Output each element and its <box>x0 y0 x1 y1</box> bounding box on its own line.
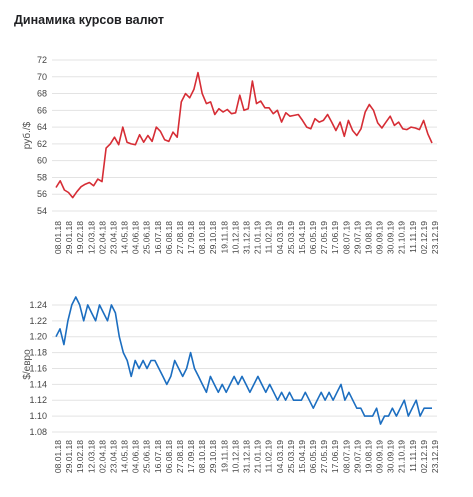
x-tick-label: 11.02.19 <box>264 440 274 473</box>
x-tick-label: 27.08.18 <box>175 440 185 473</box>
y-tick-label: 1.10 <box>29 411 47 421</box>
x-tick-label: 21.01.19 <box>253 221 263 254</box>
x-tick-label: 30.09.19 <box>386 440 396 473</box>
x-tick-label: 08.01.18 <box>53 440 63 473</box>
x-tick-label: 02.12.19 <box>419 440 429 473</box>
x-tick-label: 19.11.18 <box>219 440 229 473</box>
x-tick-label: 14.05.18 <box>120 440 130 473</box>
x-tick-label: 30.09.19 <box>386 221 396 254</box>
x-tick-label: 23.12.19 <box>430 221 440 254</box>
y-tick-label: 64 <box>37 122 47 132</box>
x-tick-label: 06.08.18 <box>164 221 174 254</box>
x-tick-label: 19.02.18 <box>75 221 85 254</box>
x-tick-label: 02.04.18 <box>97 440 107 473</box>
x-tick-label: 12.03.18 <box>86 221 96 254</box>
x-tick-label: 15.04.19 <box>297 221 307 254</box>
x-tick-label: 23.04.18 <box>108 221 118 254</box>
x-tick-label: 21.01.19 <box>253 440 263 473</box>
series-line <box>55 296 432 425</box>
y-tick-label: 1.12 <box>29 395 47 405</box>
y-axis-label: $/евро <box>22 349 33 380</box>
x-tick-label: 04.03.19 <box>275 440 285 473</box>
x-tick-label: 21.10.19 <box>397 440 407 473</box>
page-title: Динамика курсов валют <box>14 13 165 27</box>
x-tick-label: 08.07.19 <box>341 440 351 473</box>
x-tick-label: 25.06.18 <box>142 440 152 473</box>
x-tick-label: 08.10.18 <box>197 221 207 254</box>
x-tick-label: 17.06.19 <box>330 221 340 254</box>
x-tick-label: 04.06.18 <box>131 440 141 473</box>
x-tick-label: 23.12.19 <box>430 440 440 473</box>
x-tick-label: 08.01.18 <box>53 221 63 254</box>
x-tick-label: 10.12.18 <box>230 440 240 473</box>
y-tick-label: 72 <box>37 55 47 65</box>
y-tick-label: 1.20 <box>29 332 47 342</box>
x-tick-label: 11.02.19 <box>264 221 274 254</box>
x-tick-label: 02.12.19 <box>419 221 429 254</box>
x-tick-label: 29.01.18 <box>64 221 74 254</box>
x-tick-label: 21.10.19 <box>397 221 407 254</box>
x-tick-label: 11.11.19 <box>408 440 418 472</box>
x-tick-label: 19.08.19 <box>363 440 373 473</box>
x-tick-label: 04.03.19 <box>275 221 285 254</box>
x-tick-label: 29.01.18 <box>64 440 74 473</box>
x-tick-label: 19.11.18 <box>219 221 229 254</box>
y-tick-label: 68 <box>37 89 47 99</box>
x-tick-label: 06.05.19 <box>308 221 318 254</box>
x-tick-label: 06.05.19 <box>308 440 318 473</box>
x-tick-label: 09.09.19 <box>375 221 385 254</box>
x-tick-label: 29.07.19 <box>352 440 362 473</box>
x-tick-label: 10.12.18 <box>230 221 240 254</box>
x-tick-label: 25.03.19 <box>286 221 296 254</box>
x-tick-label: 27.05.19 <box>319 221 329 254</box>
x-tick-label: 29.10.18 <box>208 221 218 254</box>
x-tick-label: 04.06.18 <box>131 221 141 254</box>
x-tick-label: 25.03.19 <box>286 440 296 473</box>
rub-usd-chart: 54 56 58 60 62 64 66 68 70 72 руб./$ 08.01.18 29.01.… <box>21 55 440 254</box>
y-tick-label: 1.14 <box>29 379 47 389</box>
usd-eur-chart: 1.08 1.10 1.12 1.14 1.16 1.18 1.20 1.22 1.24 $/ев… <box>22 296 440 473</box>
x-tick-label: 08.10.18 <box>197 440 207 473</box>
y-tick-label: 1.08 <box>29 427 47 437</box>
x-tick-label: 17.09.18 <box>186 440 196 473</box>
x-tick-label: 25.06.18 <box>142 221 152 254</box>
x-tick-label: 06.08.18 <box>164 440 174 473</box>
x-tick-label: 19.08.19 <box>363 221 373 254</box>
y-tick-label: 1.16 <box>29 363 47 373</box>
y-tick-label: 1.24 <box>29 300 47 310</box>
y-tick-label: 60 <box>37 156 47 166</box>
y-axis-label: руб./$ <box>21 121 33 149</box>
x-tick-label: 29.10.18 <box>208 440 218 473</box>
x-tick-label: 29.07.19 <box>352 221 362 254</box>
x-tick-label: 17.09.18 <box>186 221 196 254</box>
y-tick-label: 58 <box>37 172 47 182</box>
x-tick-label: 14.05.18 <box>120 221 130 254</box>
series-line <box>55 71 433 199</box>
x-tick-label: 16.07.18 <box>153 440 163 473</box>
y-tick-label: 1.18 <box>29 348 47 358</box>
y-tick-label: 70 <box>37 72 47 82</box>
x-tick-label: 19.02.18 <box>75 440 85 473</box>
x-tick-label: 31.12.18 <box>242 221 252 254</box>
y-tick-label: 54 <box>37 206 47 216</box>
x-tick-label: 27.08.18 <box>175 221 185 254</box>
y-tick-label: 56 <box>37 189 47 199</box>
x-tick-label: 16.07.18 <box>153 221 163 254</box>
x-tick-label: 17.06.19 <box>330 440 340 473</box>
x-tick-label: 15.04.19 <box>297 440 307 473</box>
y-tick-label: 66 <box>37 105 47 115</box>
x-tick-label: 31.12.18 <box>242 440 252 473</box>
x-tick-label: 23.04.18 <box>108 440 118 473</box>
x-tick-label: 08.07.19 <box>341 221 351 254</box>
x-tick-label: 12.03.18 <box>86 440 96 473</box>
x-tick-label: 02.04.18 <box>97 221 107 254</box>
y-tick-label: 1.22 <box>29 316 47 326</box>
x-tick-label: 11.11.19 <box>408 221 418 253</box>
x-tick-label: 27.05.19 <box>319 440 329 473</box>
x-tick-label: 09.09.19 <box>375 440 385 473</box>
y-tick-label: 62 <box>37 139 47 149</box>
